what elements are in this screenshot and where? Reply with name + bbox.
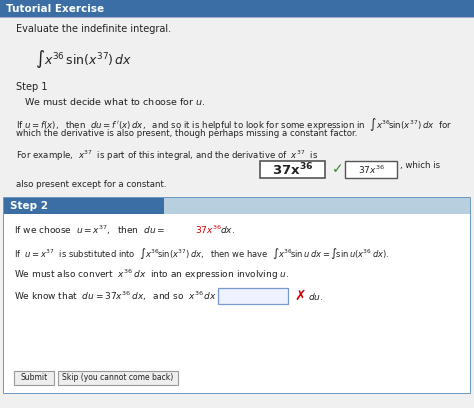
- Text: ✓: ✓: [332, 162, 344, 177]
- Text: $\mathbf{37x^{36}}$: $\mathbf{37x^{36}}$: [272, 161, 313, 178]
- Text: Skip (you cannot come back): Skip (you cannot come back): [63, 373, 173, 383]
- Bar: [218, 288, 288, 304]
- Text: We must decide what to choose for $u$.: We must decide what to choose for $u$.: [24, 96, 206, 107]
- Bar: [4, 214, 470, 393]
- Text: For example,  $x^{37}$  is part of this integral, and the derivative of  $x^{37}: For example, $x^{37}$ is part of this in…: [16, 149, 319, 163]
- Text: also present except for a constant.: also present except for a constant.: [16, 180, 166, 189]
- Text: Evaluate the indefinite integral.: Evaluate the indefinite integral.: [16, 24, 171, 34]
- Text: $dx.$: $dx.$: [220, 224, 235, 235]
- Bar: [58, 371, 178, 385]
- Text: $\int x^{36}\,\sin(x^{37})\,dx$: $\int x^{36}\,\sin(x^{37})\,dx$: [35, 48, 132, 70]
- Text: Tutorial Exercise: Tutorial Exercise: [6, 4, 104, 14]
- Text: Submit: Submit: [20, 373, 47, 383]
- Text: If  $u = x^{37}$  is substituted into  $\int x^{36}\!\sin(x^{37})\,dx,$  then we: If $u = x^{37}$ is substituted into $\in…: [14, 246, 389, 261]
- Text: $du.$: $du.$: [308, 290, 323, 302]
- Bar: [200, 0, 474, 18]
- Text: which the derivative is also present, though perhaps missing a constant factor.: which the derivative is also present, th…: [16, 129, 357, 138]
- Text: , which is: , which is: [400, 161, 440, 170]
- Bar: [0, 0, 474, 18]
- Text: If $u = f(x),$  then  $du = f\,'(x)\,dx,$  and so it is helpful to look for some: If $u = f(x),$ then $du = f\,'(x)\,dx,$ …: [16, 116, 452, 133]
- Bar: [345, 161, 397, 178]
- Text: $37x^{36}$: $37x^{36}$: [195, 224, 222, 236]
- Bar: [4, 198, 164, 214]
- Bar: [260, 161, 325, 178]
- Text: If we choose  $u = x^{37},$  then  $du = $: If we choose $u = x^{37},$ then $du = $: [14, 224, 165, 237]
- Bar: [0, 17, 474, 18]
- Text: Step 1: Step 1: [16, 82, 47, 92]
- Bar: [4, 198, 470, 393]
- Text: Step 2: Step 2: [10, 201, 48, 211]
- Bar: [164, 198, 470, 214]
- Bar: [14, 371, 54, 385]
- Text: ✗: ✗: [294, 289, 306, 303]
- Text: We must also convert  $x^{36}\,dx$  into an expression involving $u$.: We must also convert $x^{36}\,dx$ into a…: [14, 268, 289, 282]
- Text: We know that  $du = 37x^{36}\,dx,$  and so  $x^{36}\,dx =$: We know that $du = 37x^{36}\,dx,$ and so…: [14, 290, 225, 304]
- Text: $37x^{36}$: $37x^{36}$: [357, 163, 384, 176]
